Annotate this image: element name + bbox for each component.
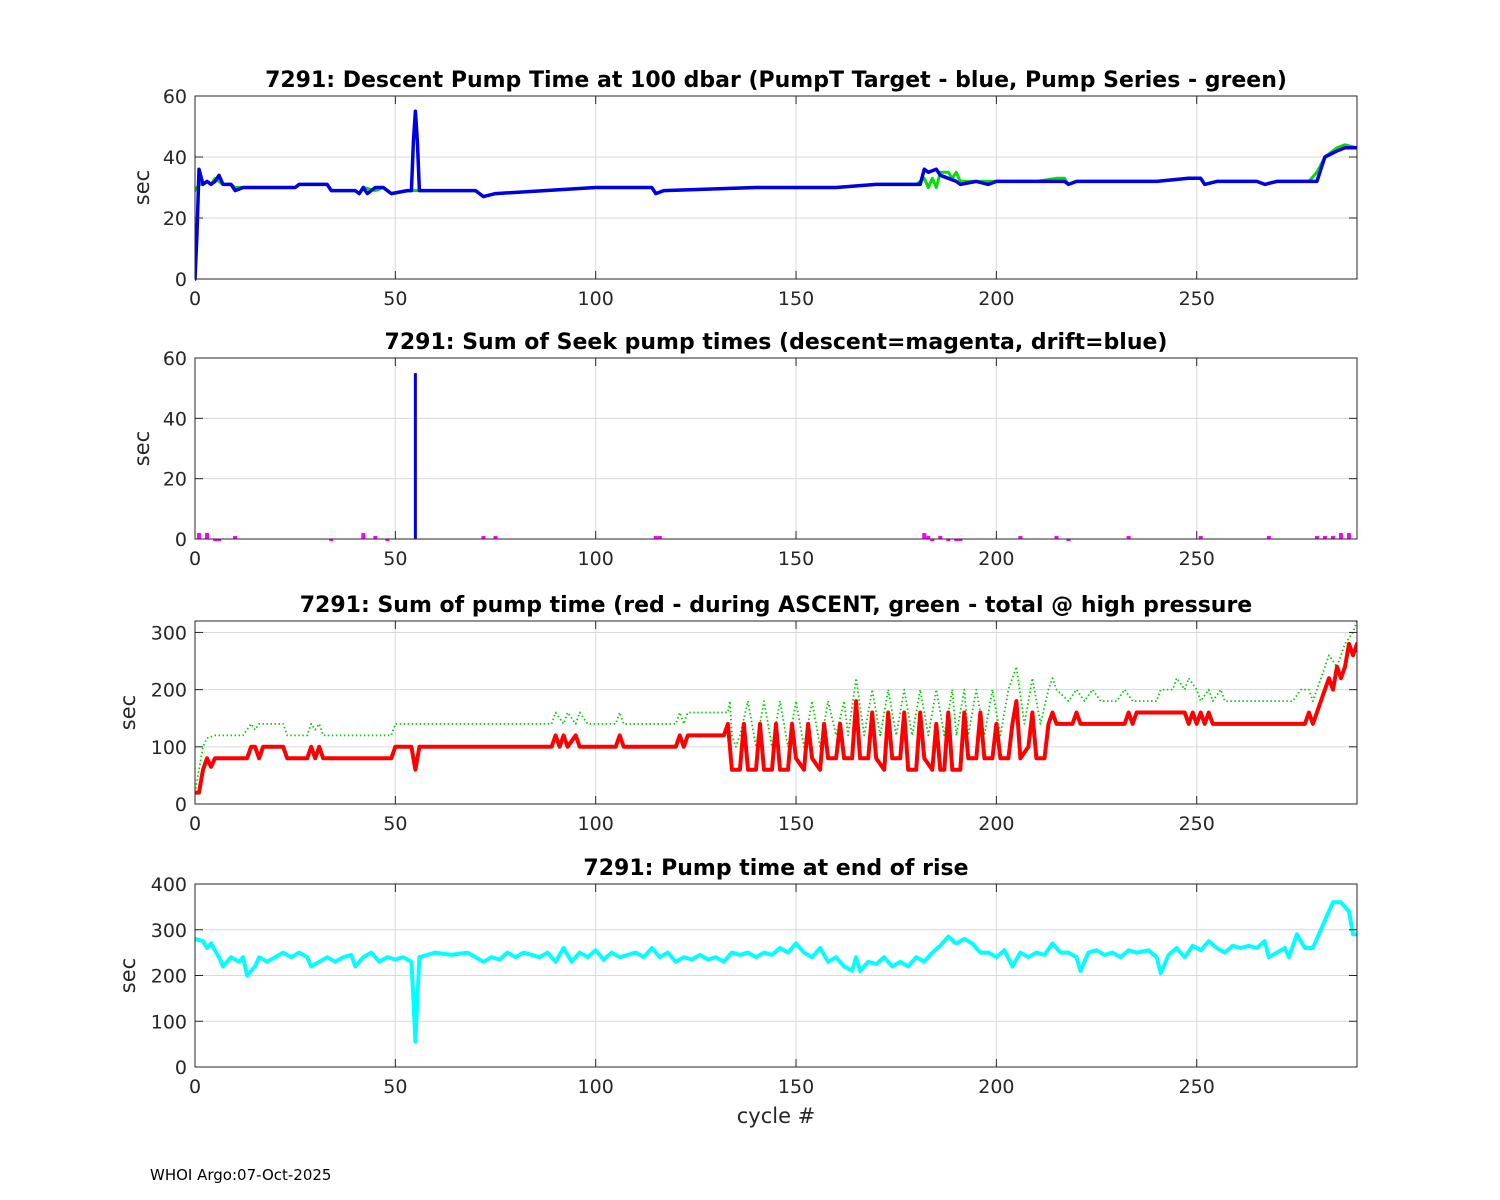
x-tick-label: 250: [1179, 288, 1215, 310]
x-tick-label: 200: [978, 548, 1014, 570]
chart-title: 7291: Descent Pump Time at 100 dbar (Pum…: [265, 68, 1287, 93]
y-axis-label: sec: [116, 958, 140, 993]
x-tick-label: 50: [383, 288, 407, 310]
chart-title: 7291: Sum of Seek pump times (descent=ma…: [385, 330, 1168, 355]
y-tick-label: 40: [163, 147, 187, 169]
y-axis-label: sec: [116, 695, 140, 730]
y-tick-label: 0: [175, 529, 187, 551]
plot-area: [197, 373, 1351, 541]
x-tick-label: 150: [778, 813, 814, 835]
chart-panel-2: 0 50 100 150 200 250 0 20 40 60 7291: Sum of Seek …: [130, 330, 1358, 570]
y-tick-label: 100: [151, 1011, 187, 1033]
axes-frame: [194, 357, 1358, 540]
x-tick-label: 50: [383, 548, 407, 570]
y-tick-label: 300: [151, 622, 187, 644]
y-tick-label: 40: [163, 408, 187, 430]
chart-panel-3: 0 50 100 150 200 250 0 100 200 300 7291: Sum of pu…: [116, 593, 1358, 835]
x-tick-label: 250: [1179, 548, 1215, 570]
y-axis-label: sec: [130, 431, 154, 466]
y-tick-label: 60: [163, 86, 187, 108]
y-tick-label: 20: [163, 208, 187, 230]
x-tick-label: 100: [578, 288, 614, 310]
x-tick-label: 100: [578, 548, 614, 570]
x-tick-label: 100: [578, 1076, 614, 1098]
y-tick-label: 60: [163, 348, 187, 370]
y-tick-label: 300: [151, 920, 187, 942]
plot-area: [195, 620, 1357, 795]
y-axis-label: sec: [130, 170, 154, 205]
footer-credit: WHOI Argo:07-Oct-2025: [150, 1166, 332, 1184]
y-tick-label: 0: [175, 794, 187, 816]
x-tick-label: 0: [189, 288, 201, 310]
x-tick-label: 50: [383, 813, 407, 835]
y-tick-label: 20: [163, 469, 187, 491]
x-tick-label: 0: [189, 813, 201, 835]
series-line-pumpt-target: [195, 109, 1357, 281]
x-tick-label: 200: [978, 288, 1014, 310]
y-tick-label: 100: [151, 737, 187, 759]
plot-area: [195, 900, 1357, 1044]
x-tick-label: 50: [383, 1076, 407, 1098]
x-tick-label: 250: [1179, 813, 1215, 835]
series-line-total-high-pressure: [195, 620, 1357, 793]
x-tick-label: 200: [978, 1076, 1014, 1098]
y-tick-label: 400: [151, 874, 187, 896]
chart-title: 7291: Pump time at end of rise: [583, 856, 968, 881]
x-tick-label: 0: [189, 1076, 201, 1098]
x-tick-label: 150: [778, 548, 814, 570]
x-tick-label: 250: [1179, 1076, 1215, 1098]
series-line-end-of-rise: [195, 900, 1357, 1044]
y-tick-label: 200: [151, 966, 187, 988]
y-tick-label: 0: [175, 269, 187, 291]
x-tick-label: 150: [778, 288, 814, 310]
y-tick-label: 200: [151, 680, 187, 702]
axes-frame: [194, 620, 1358, 805]
x-tick-label: 150: [778, 1076, 814, 1098]
plot-area: [195, 109, 1357, 281]
series-line-during-ascent: [195, 641, 1357, 795]
x-tick-label: 100: [578, 813, 614, 835]
x-tick-label: 0: [189, 548, 201, 570]
chart-panel-1: 0 50 100 150 200 250 0 20 40 60 7291: Descent Pump…: [130, 68, 1358, 310]
axes-frame: [194, 95, 1358, 280]
y-tick-label: 0: [175, 1057, 187, 1079]
x-tick-label: 200: [978, 813, 1014, 835]
chart-title: 7291: Sum of pump time (red - during ASC…: [300, 593, 1252, 618]
x-axis-label: cycle #: [737, 1104, 816, 1128]
chart-panel-4: 0 50 100 150 200 250 0 100 200 300 400 7291: Pump t…: [116, 856, 1358, 1128]
